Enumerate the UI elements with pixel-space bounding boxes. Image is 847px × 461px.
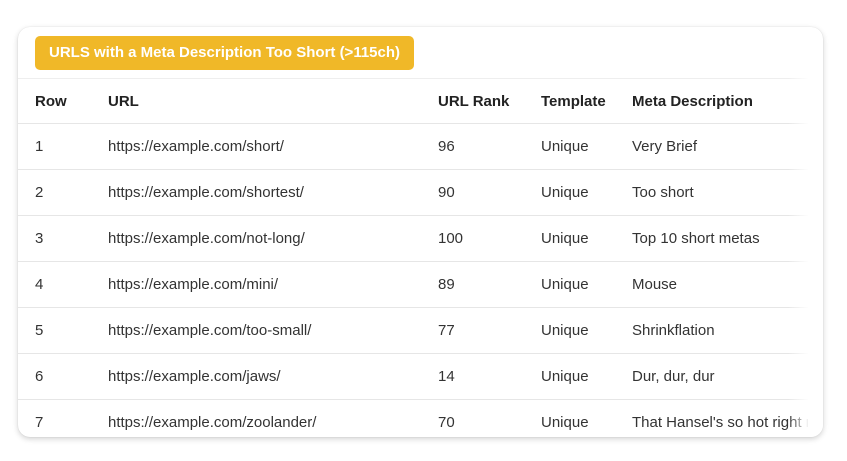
table-cell: https://example.com/jaws/ <box>108 353 438 400</box>
table-cell: 4 <box>18 261 108 308</box>
table-cell: Unique <box>541 353 632 400</box>
table-cell: That Hansel's so hot right now <box>632 399 808 437</box>
table-cell: https://example.com/too-small/ <box>108 307 438 354</box>
table-cell: 77 <box>438 307 541 354</box>
table-cell: 100 <box>438 215 541 262</box>
table-row: 6 https://example.com/jaws/14 Unique Dur, d… <box>18 353 808 400</box>
table-cell: 14 <box>438 353 541 400</box>
table-cell: Shrinkflation <box>632 307 808 354</box>
column-header: Template <box>541 78 632 124</box>
table-row: 1 https://example.com/short/96 Unique Very … <box>18 123 808 170</box>
table-wrap: Row URL URL Rank Template Meta Description 1… <box>18 78 808 437</box>
table-cell: https://example.com/shortest/ <box>108 169 438 216</box>
header-row: Row URL URL Rank Template Meta Description <box>18 78 808 124</box>
table-cell: https://example.com/not-long/ <box>108 215 438 262</box>
table-cell: Unique <box>541 399 632 437</box>
table-cell: Unique <box>541 123 632 170</box>
table-cell: 96 <box>438 123 541 170</box>
table-row: 7 https://example.com/zoolander/70 Unique T… <box>18 399 808 437</box>
table-cell: Mouse <box>632 261 808 308</box>
table-cell: Very Brief <box>632 123 808 170</box>
table-body: 1 https://example.com/short/96 Unique Very … <box>18 123 808 437</box>
table-cell: https://example.com/mini/ <box>108 261 438 308</box>
table-cell: 70 <box>438 399 541 437</box>
title-badge: URLS with a Meta Description Too Short (… <box>35 36 415 70</box>
table-row: 4 https://example.com/mini/89 Unique Mouse <box>18 261 808 308</box>
table-cell: Dur, dur, dur <box>632 353 808 400</box>
table-cell: 1 <box>18 123 108 170</box>
table-cell: Too short <box>632 169 808 216</box>
table-cell: 2 <box>18 169 108 216</box>
table-cell: 7 <box>18 399 108 437</box>
table-cell: Unique <box>541 307 632 354</box>
table-cell: Unique <box>541 215 632 262</box>
table-cell: 6 <box>18 353 108 400</box>
table-cell: https://example.com/short/ <box>108 123 438 170</box>
table-cell: 89 <box>438 261 541 308</box>
card: URLS with a Meta Description Too Short (… <box>18 27 823 437</box>
column-header: Meta Description <box>632 78 808 124</box>
table-row: 5 https://example.com/too-small/77 Unique S… <box>18 307 808 354</box>
table: Row URL URL Rank Template Meta Description 1… <box>18 78 808 437</box>
table-cell: 5 <box>18 307 108 354</box>
table-cell: 3 <box>18 215 108 262</box>
table-cell: Unique <box>541 261 632 308</box>
table-cell: Top 10 short metas <box>632 215 808 262</box>
fade <box>788 78 823 437</box>
column-header: Row <box>18 78 108 124</box>
table-row: 3 https://example.com/not-long/100 Unique T… <box>18 215 808 262</box>
column-header: URL <box>108 78 438 124</box>
column-header: URL Rank <box>438 78 541 124</box>
table-cell: https://example.com/zoolander/ <box>108 399 438 437</box>
table-cell: Unique <box>541 169 632 216</box>
table-row: 2 https://example.com/shortest/90 Unique To… <box>18 169 808 216</box>
table-cell: 90 <box>438 169 541 216</box>
